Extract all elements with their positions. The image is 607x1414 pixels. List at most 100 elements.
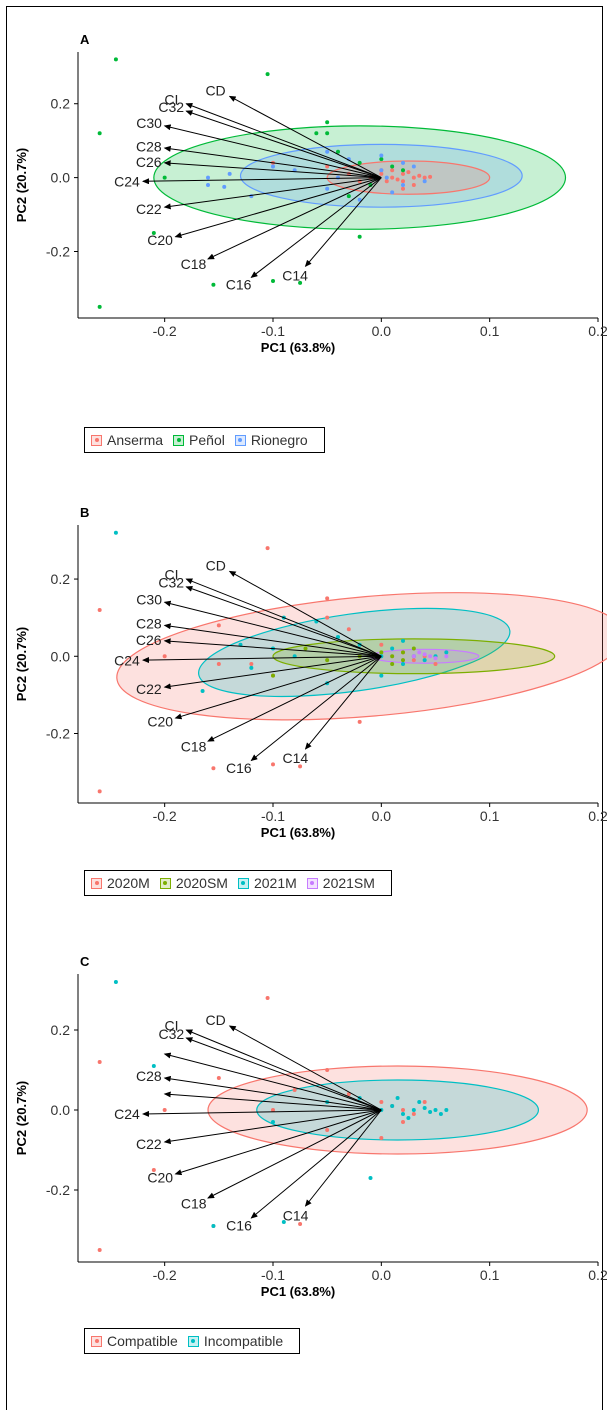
legend-item: 2021M — [237, 875, 297, 891]
legend-label: 2021M — [253, 875, 297, 891]
data-point — [417, 173, 422, 178]
legend-key — [187, 1335, 199, 1347]
data-point — [384, 175, 389, 180]
loading-arrow — [228, 1025, 382, 1111]
data-point — [211, 1224, 216, 1228]
data-point — [325, 658, 330, 663]
data-point — [411, 658, 416, 663]
loading-arrow — [207, 1109, 382, 1199]
legend-key — [306, 877, 318, 889]
x-axis-label: PC1 (63.8%) — [261, 825, 335, 840]
loading-label: CD — [206, 1012, 226, 1028]
legend-key — [237, 877, 249, 889]
panel-a: A CD CI C32 C30 C28 C26 C24 C22 C20 C18 C16 C14 -0.2 -… — [0, 0, 607, 470]
legend-label: Incompatible — [203, 1333, 284, 1349]
loading-label: C20 — [147, 232, 173, 248]
data-point — [222, 184, 227, 189]
y-axis-label: PC2 (20.7%) — [14, 1081, 29, 1155]
loading-label: C26 — [136, 154, 162, 170]
legend-label: Anserma — [107, 432, 164, 448]
data-point — [411, 183, 416, 187]
data-point — [401, 658, 405, 663]
data-point — [411, 1108, 416, 1112]
loading-label: C20 — [147, 1170, 173, 1186]
legend-item: Compatible — [91, 1333, 178, 1349]
data-point — [113, 57, 118, 62]
data-point — [368, 183, 373, 187]
data-point — [97, 304, 102, 309]
loading-label: CD — [205, 83, 225, 99]
loading-arrow — [250, 177, 382, 278]
data-point — [395, 177, 400, 182]
data-point — [411, 1112, 416, 1116]
loading-arrow — [250, 1109, 382, 1219]
x-tick-label: 0.2 — [588, 323, 607, 339]
data-point — [379, 171, 384, 176]
y-tick-label: 0.2 — [51, 96, 71, 112]
loading-arrow — [304, 655, 382, 750]
data-point — [211, 282, 216, 287]
data-point — [292, 1088, 297, 1092]
loading-label: C16 — [226, 760, 252, 776]
loading-arrow — [163, 623, 382, 657]
data-point — [401, 1112, 405, 1116]
loading-label: C24 — [114, 1106, 140, 1122]
legend-key — [91, 877, 102, 889]
x-tick-label: -0.1 — [261, 808, 285, 824]
x-tick-label: -0.1 — [261, 323, 285, 339]
loading-arrow — [163, 638, 382, 657]
loading-arrow — [185, 1037, 382, 1111]
data-point — [113, 530, 118, 535]
loading-arrow — [304, 177, 382, 268]
data-point — [417, 1100, 422, 1104]
data-point — [368, 1176, 373, 1180]
data-point — [216, 662, 221, 666]
loading-label: CI — [164, 91, 178, 107]
data-point — [298, 764, 303, 769]
data-point — [357, 160, 362, 165]
loading-arrow — [304, 1109, 382, 1207]
y-axis-label: PC2 (20.7%) — [14, 627, 29, 701]
loading-arrow — [163, 177, 382, 210]
loading-label: C18 — [181, 256, 207, 272]
data-point — [444, 650, 449, 655]
data-point — [314, 131, 319, 136]
data-point — [357, 234, 362, 239]
x-tick-label: 0.0 — [372, 323, 392, 339]
data-point — [97, 607, 102, 612]
y-tick-label: -0.2 — [46, 244, 70, 260]
loading-label: C32 — [158, 1026, 184, 1042]
data-point — [444, 1108, 449, 1112]
loading-arrow — [163, 160, 382, 179]
legend-item: Incompatible — [187, 1333, 284, 1349]
loading-label: C16 — [226, 1218, 252, 1234]
data-point — [162, 1108, 167, 1112]
y-tick-label: 0.2 — [51, 1022, 71, 1038]
data-point — [271, 279, 275, 284]
loading-arrow — [163, 145, 382, 179]
data-point — [265, 996, 270, 1000]
panel-label: B — [80, 505, 89, 520]
data-point — [97, 789, 102, 794]
data-point — [422, 1106, 427, 1110]
data-point — [401, 160, 405, 165]
loading-arrow — [163, 1091, 382, 1111]
legend-item: Peñol — [173, 432, 225, 448]
loading-label: C20 — [147, 714, 173, 730]
data-point — [271, 164, 275, 169]
y-tick-label: 0.0 — [51, 170, 71, 186]
loading-label: C28 — [136, 138, 162, 154]
loading-arrow — [163, 1109, 382, 1145]
y-axis-label: PC2 (20.7%) — [14, 148, 29, 222]
loading-label: C22 — [136, 681, 162, 697]
loading-label: C24 — [114, 173, 140, 189]
data-point — [325, 149, 330, 154]
data-point — [390, 168, 395, 173]
x-tick-label: 0.2 — [588, 808, 607, 824]
loading-arrow — [185, 1029, 382, 1111]
x-tick-label: 0.1 — [480, 1267, 500, 1283]
loading-arrow — [228, 95, 382, 179]
loading-arrow — [142, 177, 382, 185]
